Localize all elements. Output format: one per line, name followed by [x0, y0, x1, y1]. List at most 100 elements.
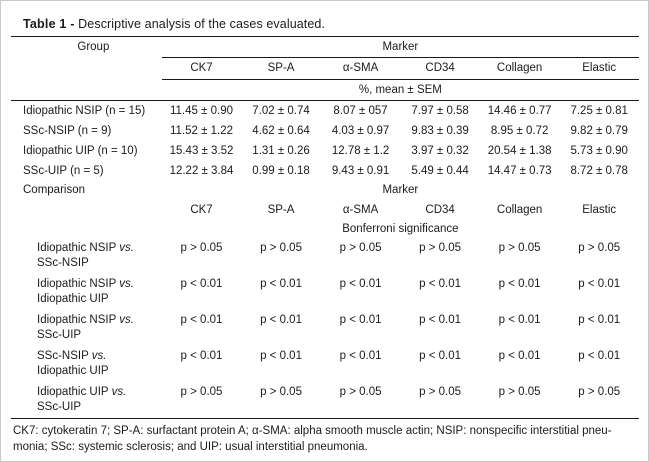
- p-value: p > 0.05: [498, 242, 541, 254]
- column-header-elastic: Elastic: [559, 57, 639, 80]
- comparison-columns-row: CK7 SP-A α-SMA CD34 Collagen Elastic: [11, 200, 639, 220]
- p-value: p < 0.01: [260, 314, 302, 326]
- column-header-elastic: Elastic: [582, 204, 617, 216]
- mean-sem-value: 5.49 ± 0.44: [411, 165, 469, 177]
- p-value: p < 0.01: [339, 350, 382, 362]
- column-header-collagen: Collagen: [496, 204, 543, 216]
- mean-sem-value: 8.07 ± 057: [333, 105, 388, 117]
- p-value: p > 0.05: [400, 382, 480, 419]
- group-label: Idiopathic UIP (n = 10): [23, 145, 138, 157]
- p-value: p > 0.05: [559, 382, 639, 419]
- mean-sem-value: 20.54 ± 1.38: [487, 145, 552, 157]
- p-value: p < 0.01: [339, 278, 382, 290]
- column-header-collagen: Collagen: [479, 57, 560, 80]
- table-number: Table 1 -: [23, 17, 75, 31]
- column-header-cd34: CD34: [425, 204, 455, 216]
- comparison-row: SSc-NSIP vs. Idiopathic UIP p < 0.01 p < 0.…: [11, 346, 639, 382]
- descriptive-row: Idiopathic UIP (n = 10) 15.43 ± 3.52 1.31 …: [11, 141, 639, 161]
- significance-header-row: Bonferroni significance: [11, 220, 639, 238]
- table-caption: Descriptive analysis of the cases evalua…: [74, 17, 326, 31]
- mean-sem-value: 7.02 ± 0.74: [252, 105, 310, 117]
- group-label: Idiopathic NSIP (n = 15): [23, 105, 146, 117]
- mean-sem-value: 12.78 ± 1.2: [331, 145, 390, 157]
- mean-sem-value: 11.52 ± 1.22: [169, 125, 233, 137]
- empty-cell: [11, 200, 162, 220]
- p-value: p < 0.01: [339, 314, 382, 326]
- comparison-row: Idiopathic UIP vs. SSc-UIP p > 0.05 p > 0.0…: [11, 382, 639, 419]
- group-marker-header-row: Group Marker: [11, 37, 639, 58]
- p-value: p < 0.01: [419, 278, 462, 290]
- empty-cell: [11, 58, 162, 80]
- p-value: p > 0.05: [479, 382, 560, 419]
- unit-header-row: %, mean ± SEM: [11, 79, 639, 101]
- mean-sem-value: 8.95 ± 0.72: [490, 125, 549, 137]
- unit-header: %, mean ± SEM: [161, 79, 639, 101]
- comparison-marker-header: Marker: [382, 184, 419, 196]
- mean-sem-value: 7.25 ± 0.81: [570, 105, 628, 117]
- column-header-sp-a: SP-A: [241, 57, 321, 80]
- descriptive-row: SSc-UIP (n = 5) 12.22 ± 3.84 0.99 ± 0.18 9.…: [11, 161, 639, 181]
- p-value: p > 0.05: [161, 382, 242, 419]
- table-footnote: CK7: cytokeratin 7; SP-A: surfactant pro…: [11, 419, 639, 455]
- mean-sem-value: 0.99 ± 0.18: [252, 165, 310, 177]
- comparison-row: Idiopathic NSIP vs. Idiopathic UIP p < 0.0…: [11, 274, 639, 310]
- descriptive-table: Group Marker CK7 SP-A α-SMA CD34 Collagen Ela…: [11, 37, 639, 419]
- mean-sem-value: 1.31 ± 0.26: [252, 145, 310, 157]
- mean-sem-value: 9.82 ± 0.79: [570, 125, 628, 137]
- table-container: Table 1 - Descriptive analysis of the ca…: [1, 1, 648, 455]
- comparison-rows: Idiopathic NSIP vs. SSc-NSIP p > 0.05 p > 0…: [11, 238, 639, 419]
- mean-sem-value: 15.43 ± 3.52: [169, 145, 234, 157]
- table-title: Table 1 - Descriptive analysis of the ca…: [11, 13, 639, 37]
- footnote-line-2: monia; SSc: systemic sclerosis; and UIP:…: [13, 440, 368, 453]
- mean-sem-value: 14.46 ± 0.77: [487, 105, 552, 117]
- group-header: Group: [77, 41, 110, 54]
- comparison-row: Idiopathic NSIP vs. SSc-UIP p < 0.01 p < 0.…: [11, 310, 639, 346]
- mean-sem-value: 4.03 ± 0.97: [331, 125, 390, 137]
- p-value: p > 0.05: [260, 242, 302, 254]
- p-value: p < 0.01: [578, 278, 621, 290]
- p-value: p < 0.01: [419, 314, 462, 326]
- mean-sem-value: 7.97 ± 0.58: [411, 105, 469, 117]
- comparison-header: Comparison: [23, 184, 85, 196]
- p-value: p > 0.05: [578, 242, 621, 254]
- p-value: p < 0.01: [498, 350, 541, 362]
- mean-sem-value: 4.62 ± 0.64: [252, 125, 310, 137]
- p-value: p > 0.05: [339, 242, 382, 254]
- descriptive-rows: Idiopathic NSIP (n = 15) 11.45 ± 0.90 7.02…: [11, 101, 639, 182]
- marker-header: Marker: [161, 37, 639, 58]
- mean-sem-value: 9.43 ± 0.91: [331, 165, 390, 177]
- p-value: p < 0.01: [419, 350, 462, 362]
- column-header--sma: α-SMA: [342, 204, 379, 216]
- significance-header: Bonferroni significance: [342, 223, 459, 235]
- mean-sem-value: 11.45 ± 0.90: [169, 105, 233, 117]
- p-value: p < 0.01: [578, 350, 621, 362]
- empty-cell: [11, 79, 162, 101]
- footnote-line-1: CK7: cytokeratin 7; SP-A: surfactant pro…: [13, 425, 612, 437]
- comparison-label: Idiopathic UIP vs. SSc-UIP: [11, 382, 162, 419]
- p-value: p < 0.01: [260, 278, 302, 290]
- column-header-ck7: CK7: [161, 57, 242, 80]
- mean-sem-value: 8.72 ± 0.78: [570, 165, 628, 177]
- mean-sem-value: 9.83 ± 0.39: [411, 125, 469, 137]
- marker-columns-row: CK7 SP-A α-SMA CD34 Collagen Elastic: [11, 57, 639, 80]
- empty-cell: [11, 220, 162, 238]
- comparison-header-row: Comparison Marker: [11, 181, 639, 200]
- p-value: p > 0.05: [419, 242, 462, 254]
- p-value: p > 0.05: [320, 382, 401, 419]
- mean-sem-value: 12.22 ± 3.84: [169, 165, 234, 177]
- column-header-ck7: CK7: [190, 204, 213, 216]
- column-header--sma: α-SMA: [320, 57, 401, 80]
- p-value: p < 0.01: [498, 278, 541, 290]
- mean-sem-value: 5.73 ± 0.90: [570, 145, 628, 157]
- descriptive-row: Idiopathic NSIP (n = 15) 11.45 ± 0.90 7.02…: [11, 101, 639, 122]
- comparison-label: Idiopathic NSIP vs. Idiopathic UIP: [37, 278, 134, 305]
- p-value: p < 0.01: [180, 314, 223, 326]
- group-label: SSc-NSIP (n = 9): [23, 125, 112, 137]
- p-value: p < 0.01: [180, 278, 223, 290]
- mean-sem-value: 14.47 ± 0.73: [487, 165, 552, 177]
- group-label: SSc-UIP (n = 5): [23, 165, 104, 177]
- p-value: p > 0.05: [241, 382, 321, 419]
- comparison-row: Idiopathic NSIP vs. SSc-NSIP p > 0.05 p > 0…: [11, 238, 639, 274]
- column-header-sp-a: SP-A: [267, 204, 295, 216]
